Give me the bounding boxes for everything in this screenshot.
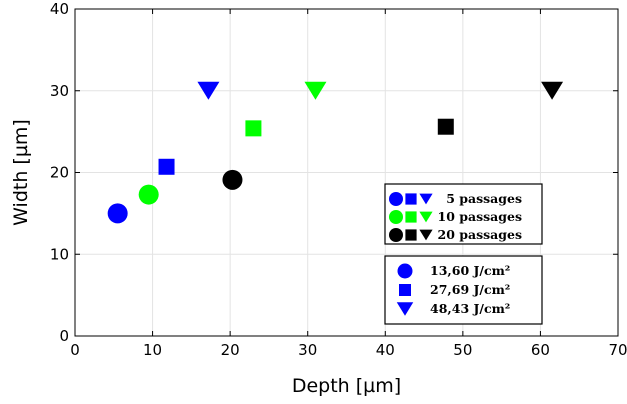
y-tick-label: 0: [59, 327, 69, 345]
data-point-circle: [222, 169, 243, 190]
y-axis-title: Width [µm]: [10, 119, 32, 226]
data-point-square: [437, 118, 454, 135]
legend-square-swatch: [405, 229, 417, 241]
data-point-triangle-down: [304, 81, 327, 100]
data-point-circle: [138, 184, 159, 205]
legend-triangle-swatch: [419, 211, 433, 223]
data-point-triangle-down: [541, 81, 564, 100]
y-tick-label: 30: [50, 82, 69, 100]
x-tick-label: 60: [531, 341, 550, 359]
legend-fluence-label: 27,69 J/cm²: [430, 282, 510, 297]
y-tick-label: 20: [50, 164, 69, 182]
data-point-triangle-down: [197, 81, 220, 100]
legend-fluence: 13,60 J/cm² 27,69 J/cm² 48,43 J/cm²: [384, 255, 543, 325]
legend-circle-swatch: [397, 263, 413, 279]
legend-passages-label: 5 passages: [446, 191, 522, 206]
legend-triangle-swatch: [419, 193, 433, 205]
x-tick-label: 50: [453, 341, 472, 359]
legend-circle-swatch: [389, 228, 403, 242]
y-tick-label: 10: [50, 245, 69, 263]
grid: [75, 9, 618, 336]
legend-square-swatch: [405, 211, 417, 223]
data-point-square: [245, 120, 262, 137]
legend-passages: 5 passages 10 passages 20 passages: [384, 183, 543, 245]
legend-fluence-label: 13,60 J/cm²: [430, 263, 510, 278]
x-axis-title: Depth [µm]: [292, 375, 401, 397]
legend-circle-swatch: [389, 192, 403, 206]
data-points: [107, 81, 564, 224]
data-point-square: [158, 158, 175, 175]
legend-passages-label: 10 passages: [438, 209, 523, 224]
legend-square-swatch: [399, 284, 411, 296]
x-tick-label: 30: [298, 341, 317, 359]
x-tick-label: 40: [376, 341, 395, 359]
legend-passages-label: 20 passages: [438, 227, 523, 242]
x-tick-label: 70: [608, 341, 627, 359]
data-point-circle: [107, 203, 128, 224]
x-tick-label: 20: [221, 341, 240, 359]
x-tick-label: 0: [70, 341, 80, 359]
legend-square-swatch: [405, 193, 417, 205]
legend-fluence-label: 48,43 J/cm²: [430, 301, 510, 316]
legend-triangle-swatch: [419, 229, 433, 241]
y-tick-label: 40: [50, 0, 69, 18]
legend-circle-swatch: [389, 210, 403, 224]
x-tick-label: 10: [143, 341, 162, 359]
legend-triangle-down-swatch: [396, 302, 414, 316]
axis-ticks: 0 10 20 30 40 50 60 70 0 10 20 30 40: [50, 0, 627, 359]
